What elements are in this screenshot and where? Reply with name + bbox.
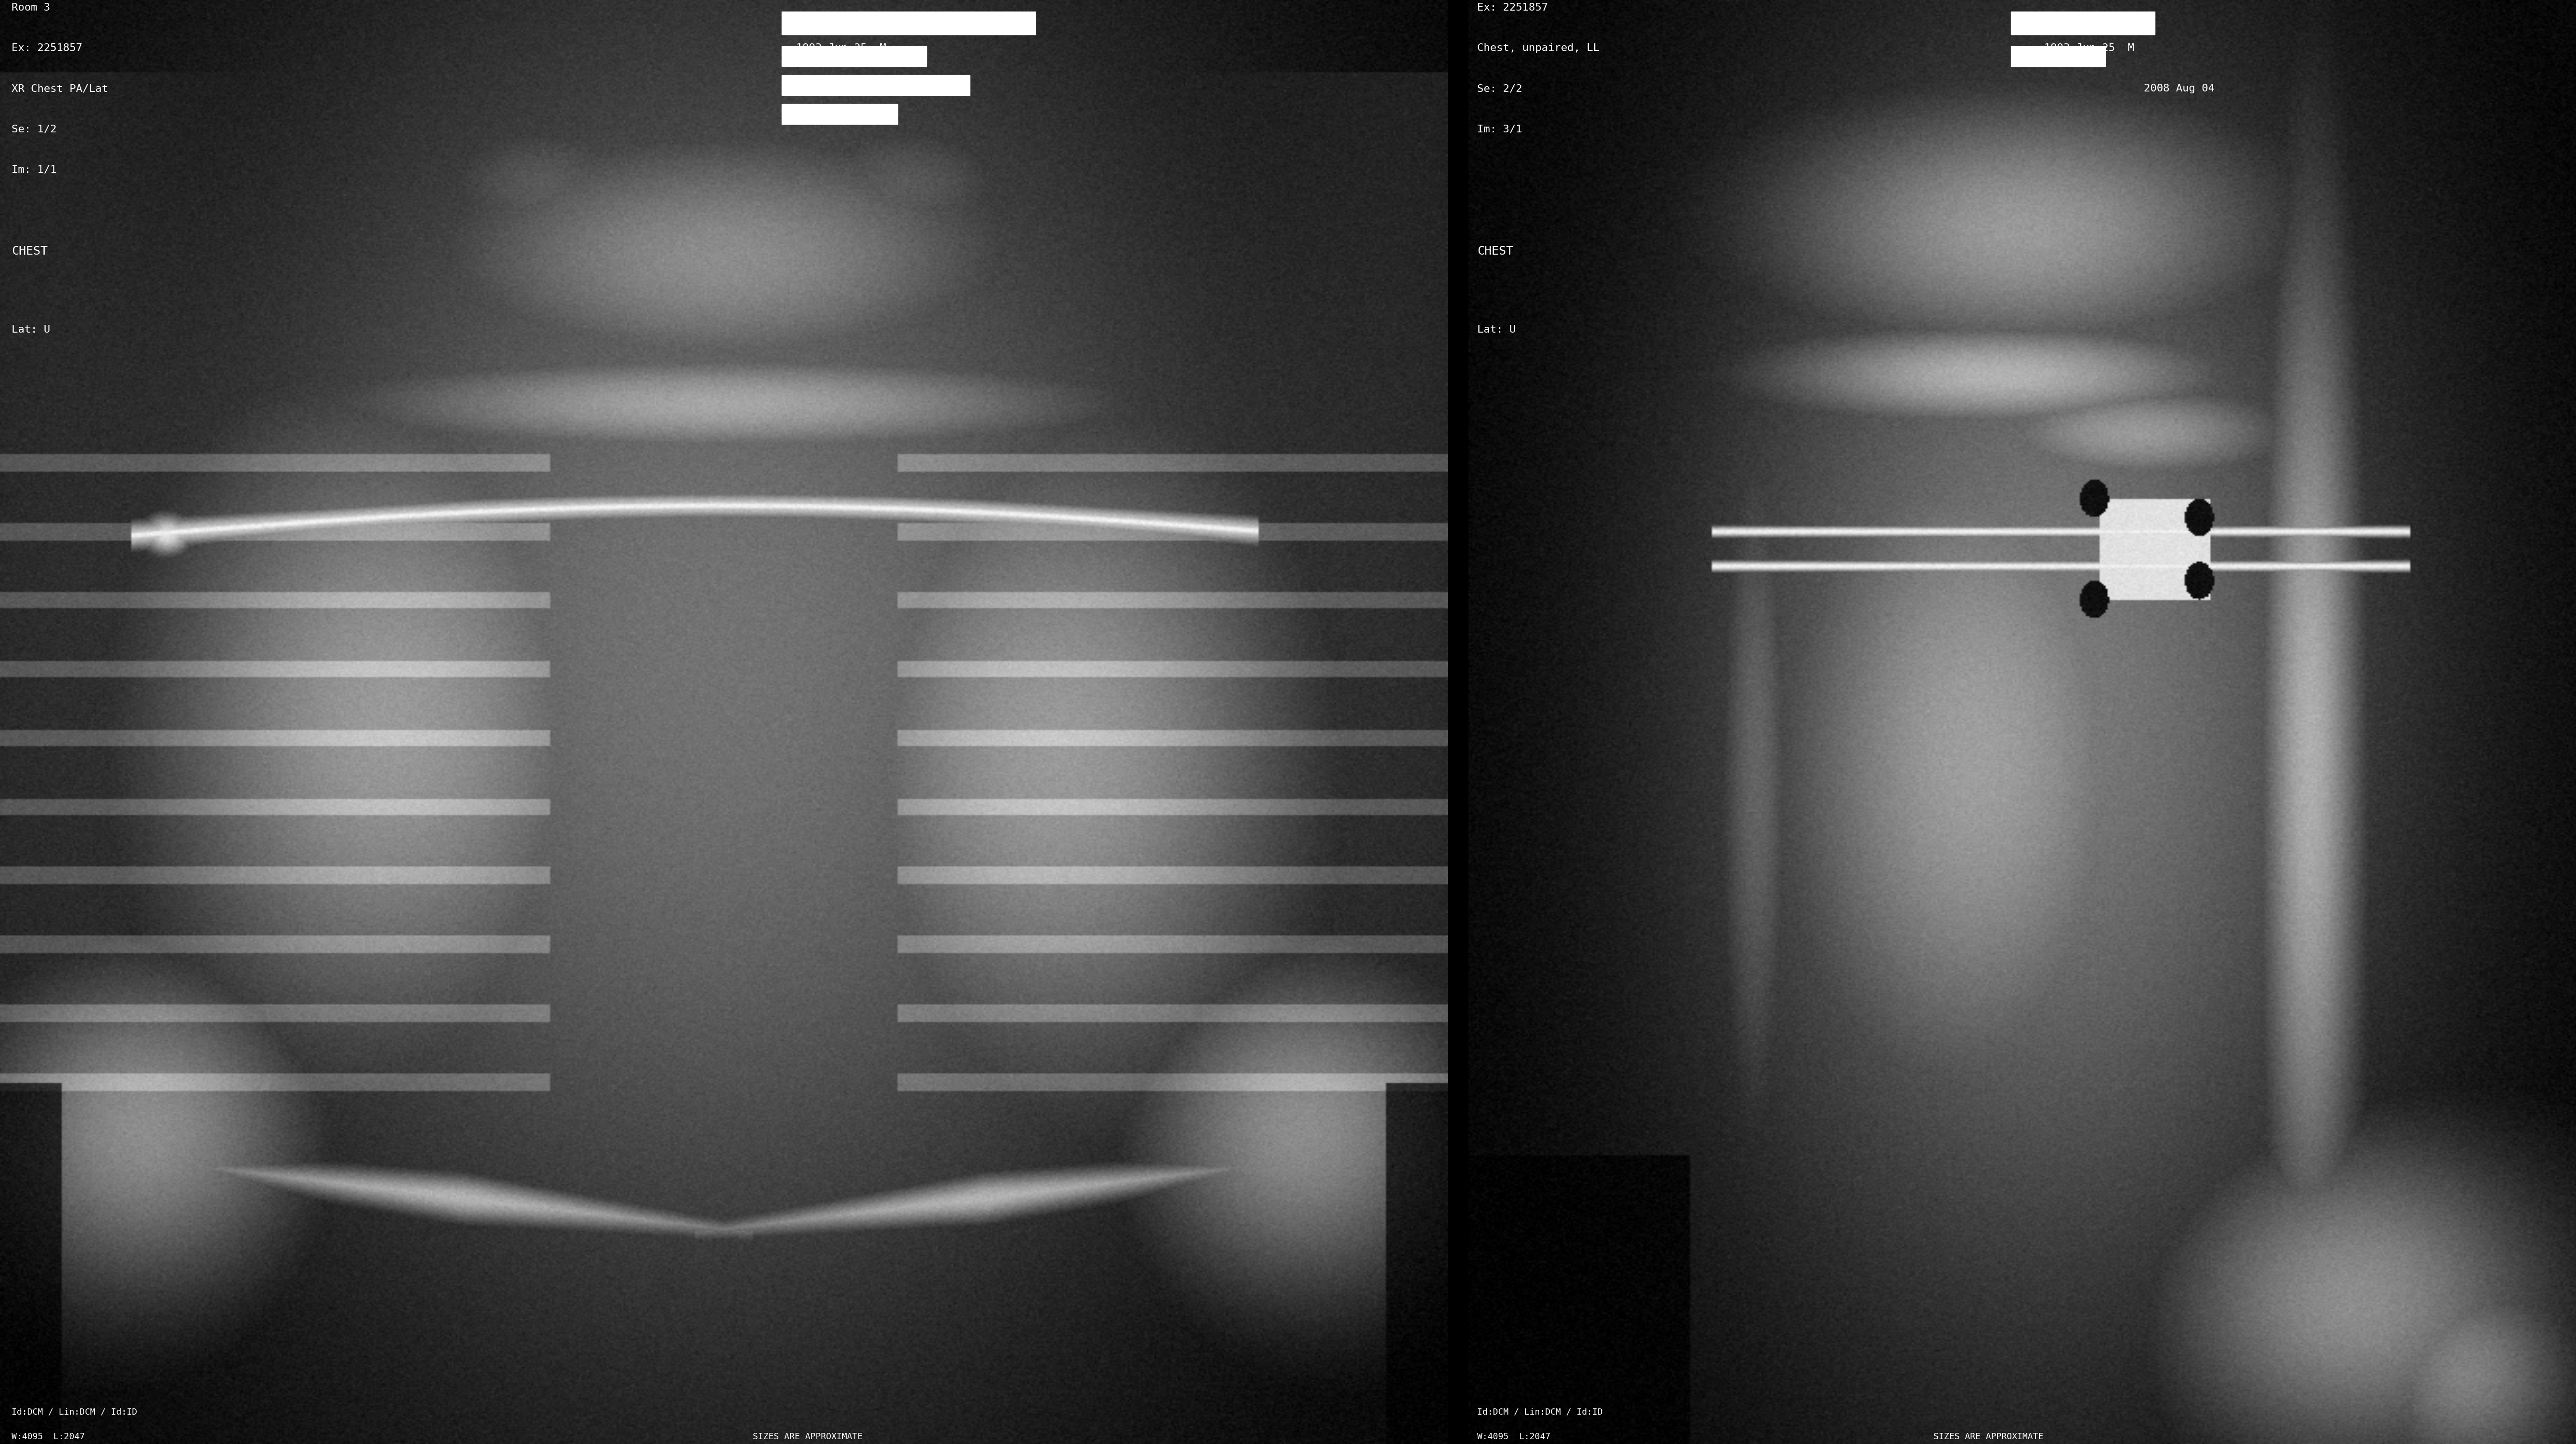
- Text: SIZES ARE APPROXIMATE: SIZES ARE APPROXIMATE: [1935, 1432, 2043, 1441]
- Text: Ex: 2251857: Ex: 2251857: [1476, 3, 1548, 13]
- Text: Chest, unpaired, LL: Chest, unpaired, LL: [1476, 43, 1600, 53]
- Text: Se: 2/2: Se: 2/2: [1476, 84, 1522, 94]
- Text: 1993 Jun 25  M: 1993 Jun 25 M: [796, 43, 886, 53]
- Bar: [2012, 12, 2156, 35]
- Text: XR Chest PA/Lat: XR Chest PA/Lat: [10, 84, 108, 94]
- Text: 1993 Jun 25  M: 1993 Jun 25 M: [2045, 43, 2136, 53]
- Text: Id:DCM / Lin:DCM / Id:ID: Id:DCM / Lin:DCM / Id:ID: [1476, 1408, 1602, 1417]
- Text: Id:DCM / Lin:DCM / Id:ID: Id:DCM / Lin:DCM / Id:ID: [10, 1408, 137, 1417]
- Bar: [781, 12, 1036, 35]
- Text: CHEST: CHEST: [10, 245, 49, 257]
- Bar: [781, 46, 927, 66]
- Text: Ex: 2251857: Ex: 2251857: [10, 43, 82, 53]
- Text: Im: 1/1: Im: 1/1: [10, 165, 57, 175]
- Text: SIZES ARE APPROXIMATE: SIZES ARE APPROXIMATE: [752, 1432, 863, 1441]
- Text: Lat: U: Lat: U: [10, 325, 49, 335]
- Text: 2008 Aug 04: 2008 Aug 04: [2143, 84, 2215, 94]
- Text: 2008 Aug 04: 2008 Aug 04: [884, 84, 953, 94]
- Bar: [781, 75, 971, 95]
- Text: W:4095  L:2047: W:4095 L:2047: [1476, 1432, 1551, 1441]
- Text: Lat: U: Lat: U: [1476, 325, 1515, 335]
- Text: Room 3: Room 3: [10, 3, 49, 13]
- Text: CHEST: CHEST: [1476, 245, 1512, 257]
- Text: Se: 1/2: Se: 1/2: [10, 124, 57, 134]
- Text: Im: 3/1: Im: 3/1: [1476, 124, 1522, 134]
- Text: W:4095  L:2047: W:4095 L:2047: [10, 1432, 85, 1441]
- Bar: [781, 104, 896, 124]
- Bar: [2012, 46, 2105, 66]
